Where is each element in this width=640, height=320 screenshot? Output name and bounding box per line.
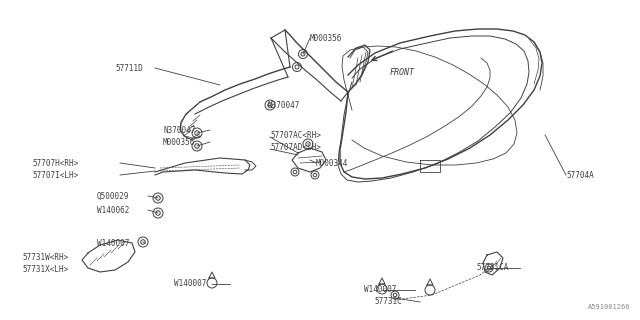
- Text: 57731C: 57731C: [374, 298, 402, 307]
- Text: 57731X<LH>: 57731X<LH>: [22, 265, 68, 274]
- Text: 57704A: 57704A: [566, 171, 594, 180]
- Text: 57707I<LH>: 57707I<LH>: [32, 171, 78, 180]
- Text: 57707AC<RH>: 57707AC<RH>: [270, 131, 321, 140]
- Text: W140007: W140007: [174, 279, 206, 289]
- Text: M000344: M000344: [316, 158, 348, 167]
- Text: W140062: W140062: [97, 205, 129, 214]
- Text: FRONT: FRONT: [390, 68, 415, 76]
- Text: A591001266: A591001266: [588, 304, 630, 310]
- Text: W140007: W140007: [364, 285, 396, 294]
- Text: 57711D: 57711D: [115, 63, 143, 73]
- Text: 57731CA: 57731CA: [476, 263, 508, 273]
- Text: M000356: M000356: [163, 138, 195, 147]
- Text: N370047: N370047: [268, 100, 300, 109]
- Text: 57731W<RH>: 57731W<RH>: [22, 252, 68, 261]
- Text: Q500029: Q500029: [97, 191, 129, 201]
- Text: W140007: W140007: [97, 238, 129, 247]
- Text: 57707H<RH>: 57707H<RH>: [32, 158, 78, 167]
- Text: 57707AD<LH>: 57707AD<LH>: [270, 142, 321, 151]
- Text: M000356: M000356: [310, 34, 342, 43]
- Text: N370047: N370047: [163, 125, 195, 134]
